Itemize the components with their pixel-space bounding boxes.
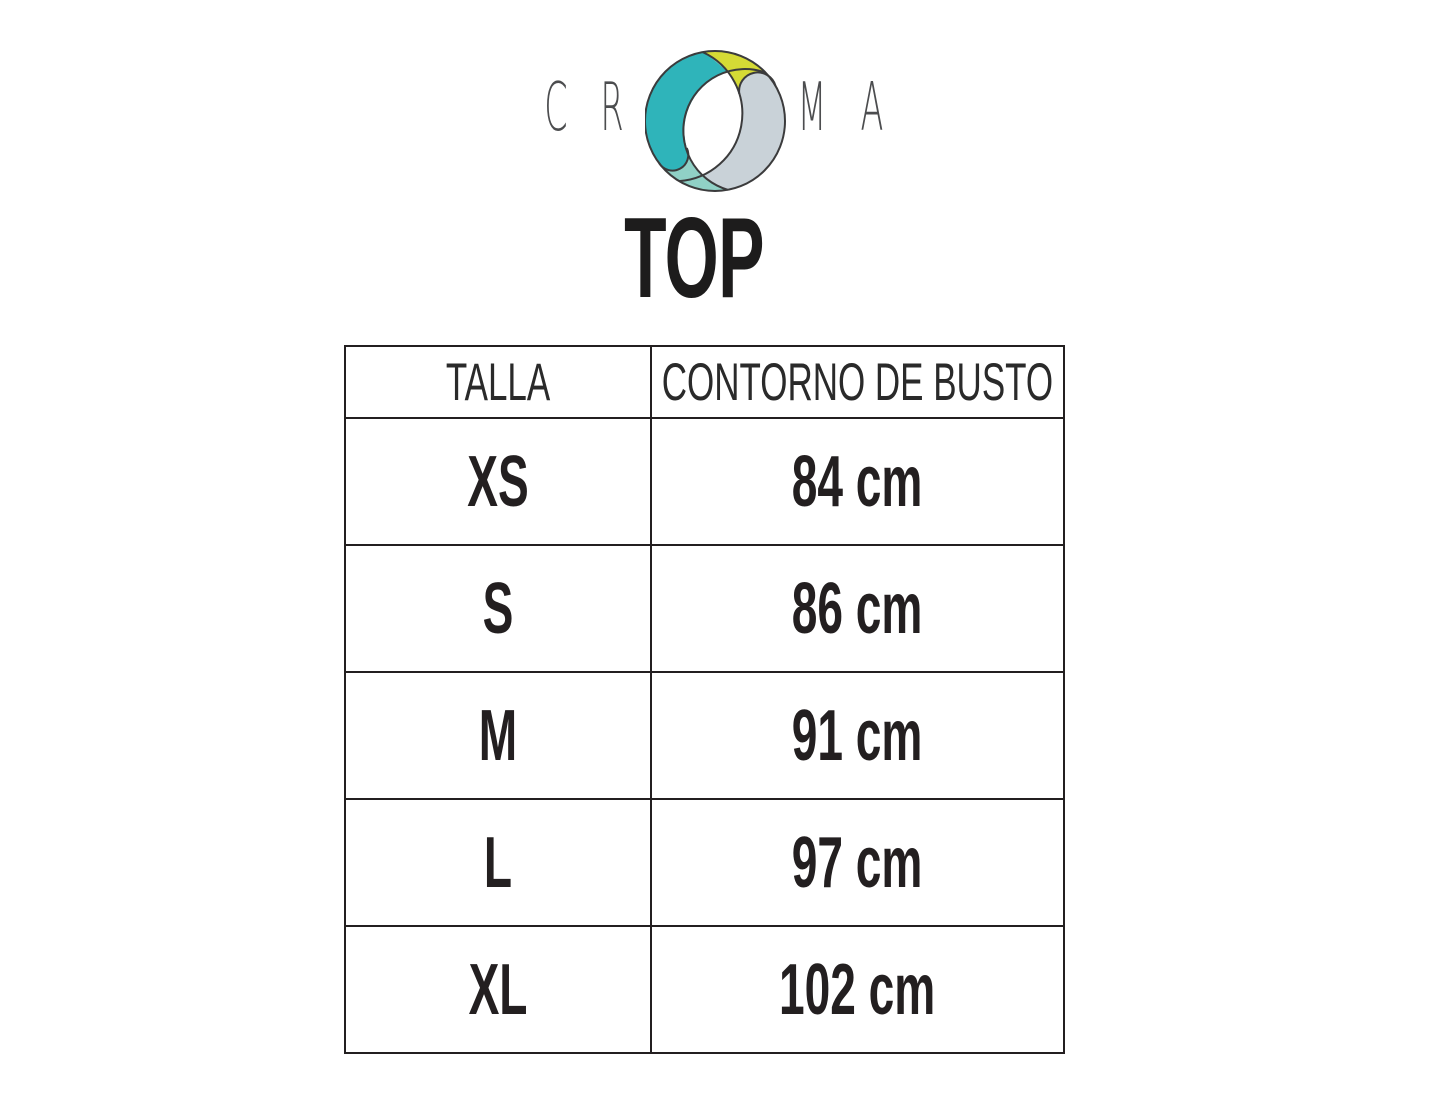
table-row-m-size-cell: M [346,671,652,798]
logo-gray-band [679,72,785,191]
table-row-l-size-cell: L [346,798,652,925]
table-row-s-size-cell: S [346,544,652,671]
size-table-header-talla: TALLA [346,347,652,417]
logo-ring-icon [645,50,786,192]
table-row-xs-bust-cell: 84 cm [652,417,1063,544]
table-row-s-bust-cell: 86 cm [652,544,1063,671]
size-table-header-busto: CONTORNO DE BUSTO [652,347,1063,417]
page-title: TOP [624,195,764,322]
table-row-xs-size-cell: XS [346,417,652,544]
logo-letter-a: A [860,68,884,146]
logo-letter-c: C [544,68,568,146]
table-row-m-bust-cell: 91 cm [652,671,1063,798]
table-row-xl-bust-cell: 102 cm [652,925,1063,1052]
logo-outlines [645,50,786,192]
logo-letter-r: R [600,68,624,146]
table-row-l-bust-cell: 97 cm [652,798,1063,925]
table-row-xl-size-cell: XL [346,925,652,1052]
logo-mint-tip [679,175,728,191]
size-table: TALLA CONTORNO DE BUSTO XS 84 cm S 86 cm… [344,345,1065,1054]
logo-letter-m: M [797,68,827,146]
